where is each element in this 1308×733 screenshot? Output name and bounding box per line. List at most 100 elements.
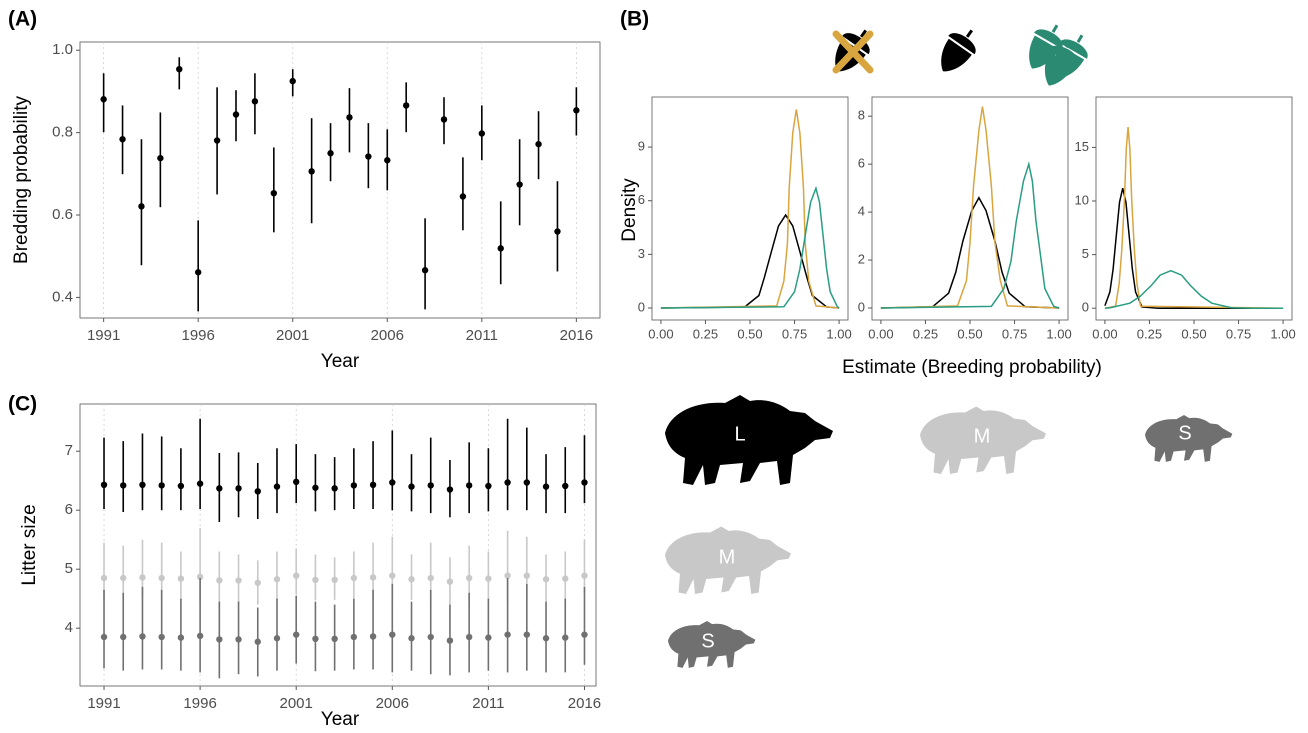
x-tick-label: 2001 (276, 327, 309, 344)
point (346, 114, 353, 121)
point (389, 572, 396, 579)
point (289, 77, 296, 85)
point (459, 193, 467, 200)
point (350, 482, 358, 489)
point (581, 479, 588, 486)
point (312, 576, 319, 584)
legend-boar (665, 395, 833, 485)
panel-label: (A) (8, 8, 37, 31)
point (312, 484, 319, 491)
point (100, 96, 107, 103)
x-axis-title: Year (321, 709, 360, 730)
y-tick-label: 0 (638, 299, 645, 314)
x-tick-label: 0.75 (1226, 326, 1251, 341)
point (213, 137, 221, 144)
x-tick-label: 2006 (371, 327, 404, 344)
point (216, 577, 223, 584)
point (421, 267, 429, 274)
x-tick-label: 2006 (376, 695, 409, 712)
point (523, 631, 531, 638)
x-tick-label: 0.75 (782, 326, 807, 341)
y-axis-title: Density (619, 178, 640, 242)
point (504, 572, 511, 579)
point (139, 481, 146, 489)
point (216, 485, 223, 492)
legend-label: M (719, 546, 736, 568)
point (516, 181, 523, 188)
point (581, 572, 588, 579)
point (562, 634, 569, 641)
point (251, 98, 259, 105)
point (138, 203, 145, 210)
point (177, 482, 185, 490)
x-tick-label: 0.25 (693, 326, 718, 341)
point (100, 633, 108, 641)
density-line (1104, 269, 1284, 309)
point (293, 478, 300, 486)
point (408, 635, 415, 642)
x-tick-label: 2011 (466, 327, 498, 344)
point (331, 576, 338, 584)
legend-label: S (701, 630, 714, 652)
point (465, 633, 473, 641)
point (465, 482, 473, 489)
point (478, 130, 486, 137)
point (542, 635, 550, 642)
point (157, 154, 164, 162)
point (308, 168, 315, 175)
plot-frame (871, 96, 1069, 321)
point (120, 633, 127, 641)
point (100, 481, 108, 489)
x-tick-label: 1996 (181, 327, 214, 344)
y-tick-label: 0 (1082, 300, 1089, 315)
acorn-icons (823, 17, 1096, 93)
legend-label: L (734, 423, 745, 445)
legend-label: M (974, 425, 991, 447)
point (369, 481, 377, 489)
point (194, 269, 202, 276)
y-tick-label: 6 (858, 156, 865, 171)
x-tick-label: 0.75 (1002, 326, 1027, 341)
point (327, 150, 334, 157)
density-line (660, 109, 840, 309)
point (446, 578, 454, 585)
point (554, 228, 561, 235)
density-line (880, 196, 1060, 309)
y-tick-label: 1.0 (52, 41, 73, 58)
y-tick-label: 8 (858, 108, 865, 123)
point (177, 634, 185, 641)
x-tick-label: 2016 (560, 327, 593, 344)
acorn-one (929, 21, 985, 81)
point (542, 576, 550, 583)
point (389, 631, 396, 638)
point (273, 483, 281, 490)
point (562, 575, 569, 582)
y-tick-label: 6 (638, 192, 645, 207)
point (427, 574, 434, 582)
plot-frame (1095, 96, 1293, 321)
point (504, 479, 511, 486)
x-tick-label: 0.50 (737, 326, 762, 341)
y-tick-label: 5 (1082, 246, 1089, 261)
point (120, 482, 127, 489)
point (446, 637, 454, 644)
point (365, 153, 372, 160)
point (331, 635, 338, 643)
size-legend: L M S M S (665, 395, 1233, 668)
y-tick-label: 3 (638, 246, 645, 261)
x-axis-title: Estimate (Breeding probability) (842, 357, 1102, 378)
y-axis-title: Litter size (19, 504, 40, 585)
point (562, 482, 569, 490)
point (119, 136, 126, 143)
x-tick-label: 1991 (87, 327, 120, 344)
y-tick-label: 2 (858, 251, 865, 266)
plot-frame (651, 96, 849, 321)
legend-label: S (1178, 422, 1191, 444)
point (235, 485, 242, 492)
point (384, 157, 391, 164)
x-tick-label: 2001 (280, 695, 313, 712)
point (177, 575, 185, 582)
y-tick-label: 6 (65, 501, 73, 518)
density-line (880, 161, 1060, 309)
